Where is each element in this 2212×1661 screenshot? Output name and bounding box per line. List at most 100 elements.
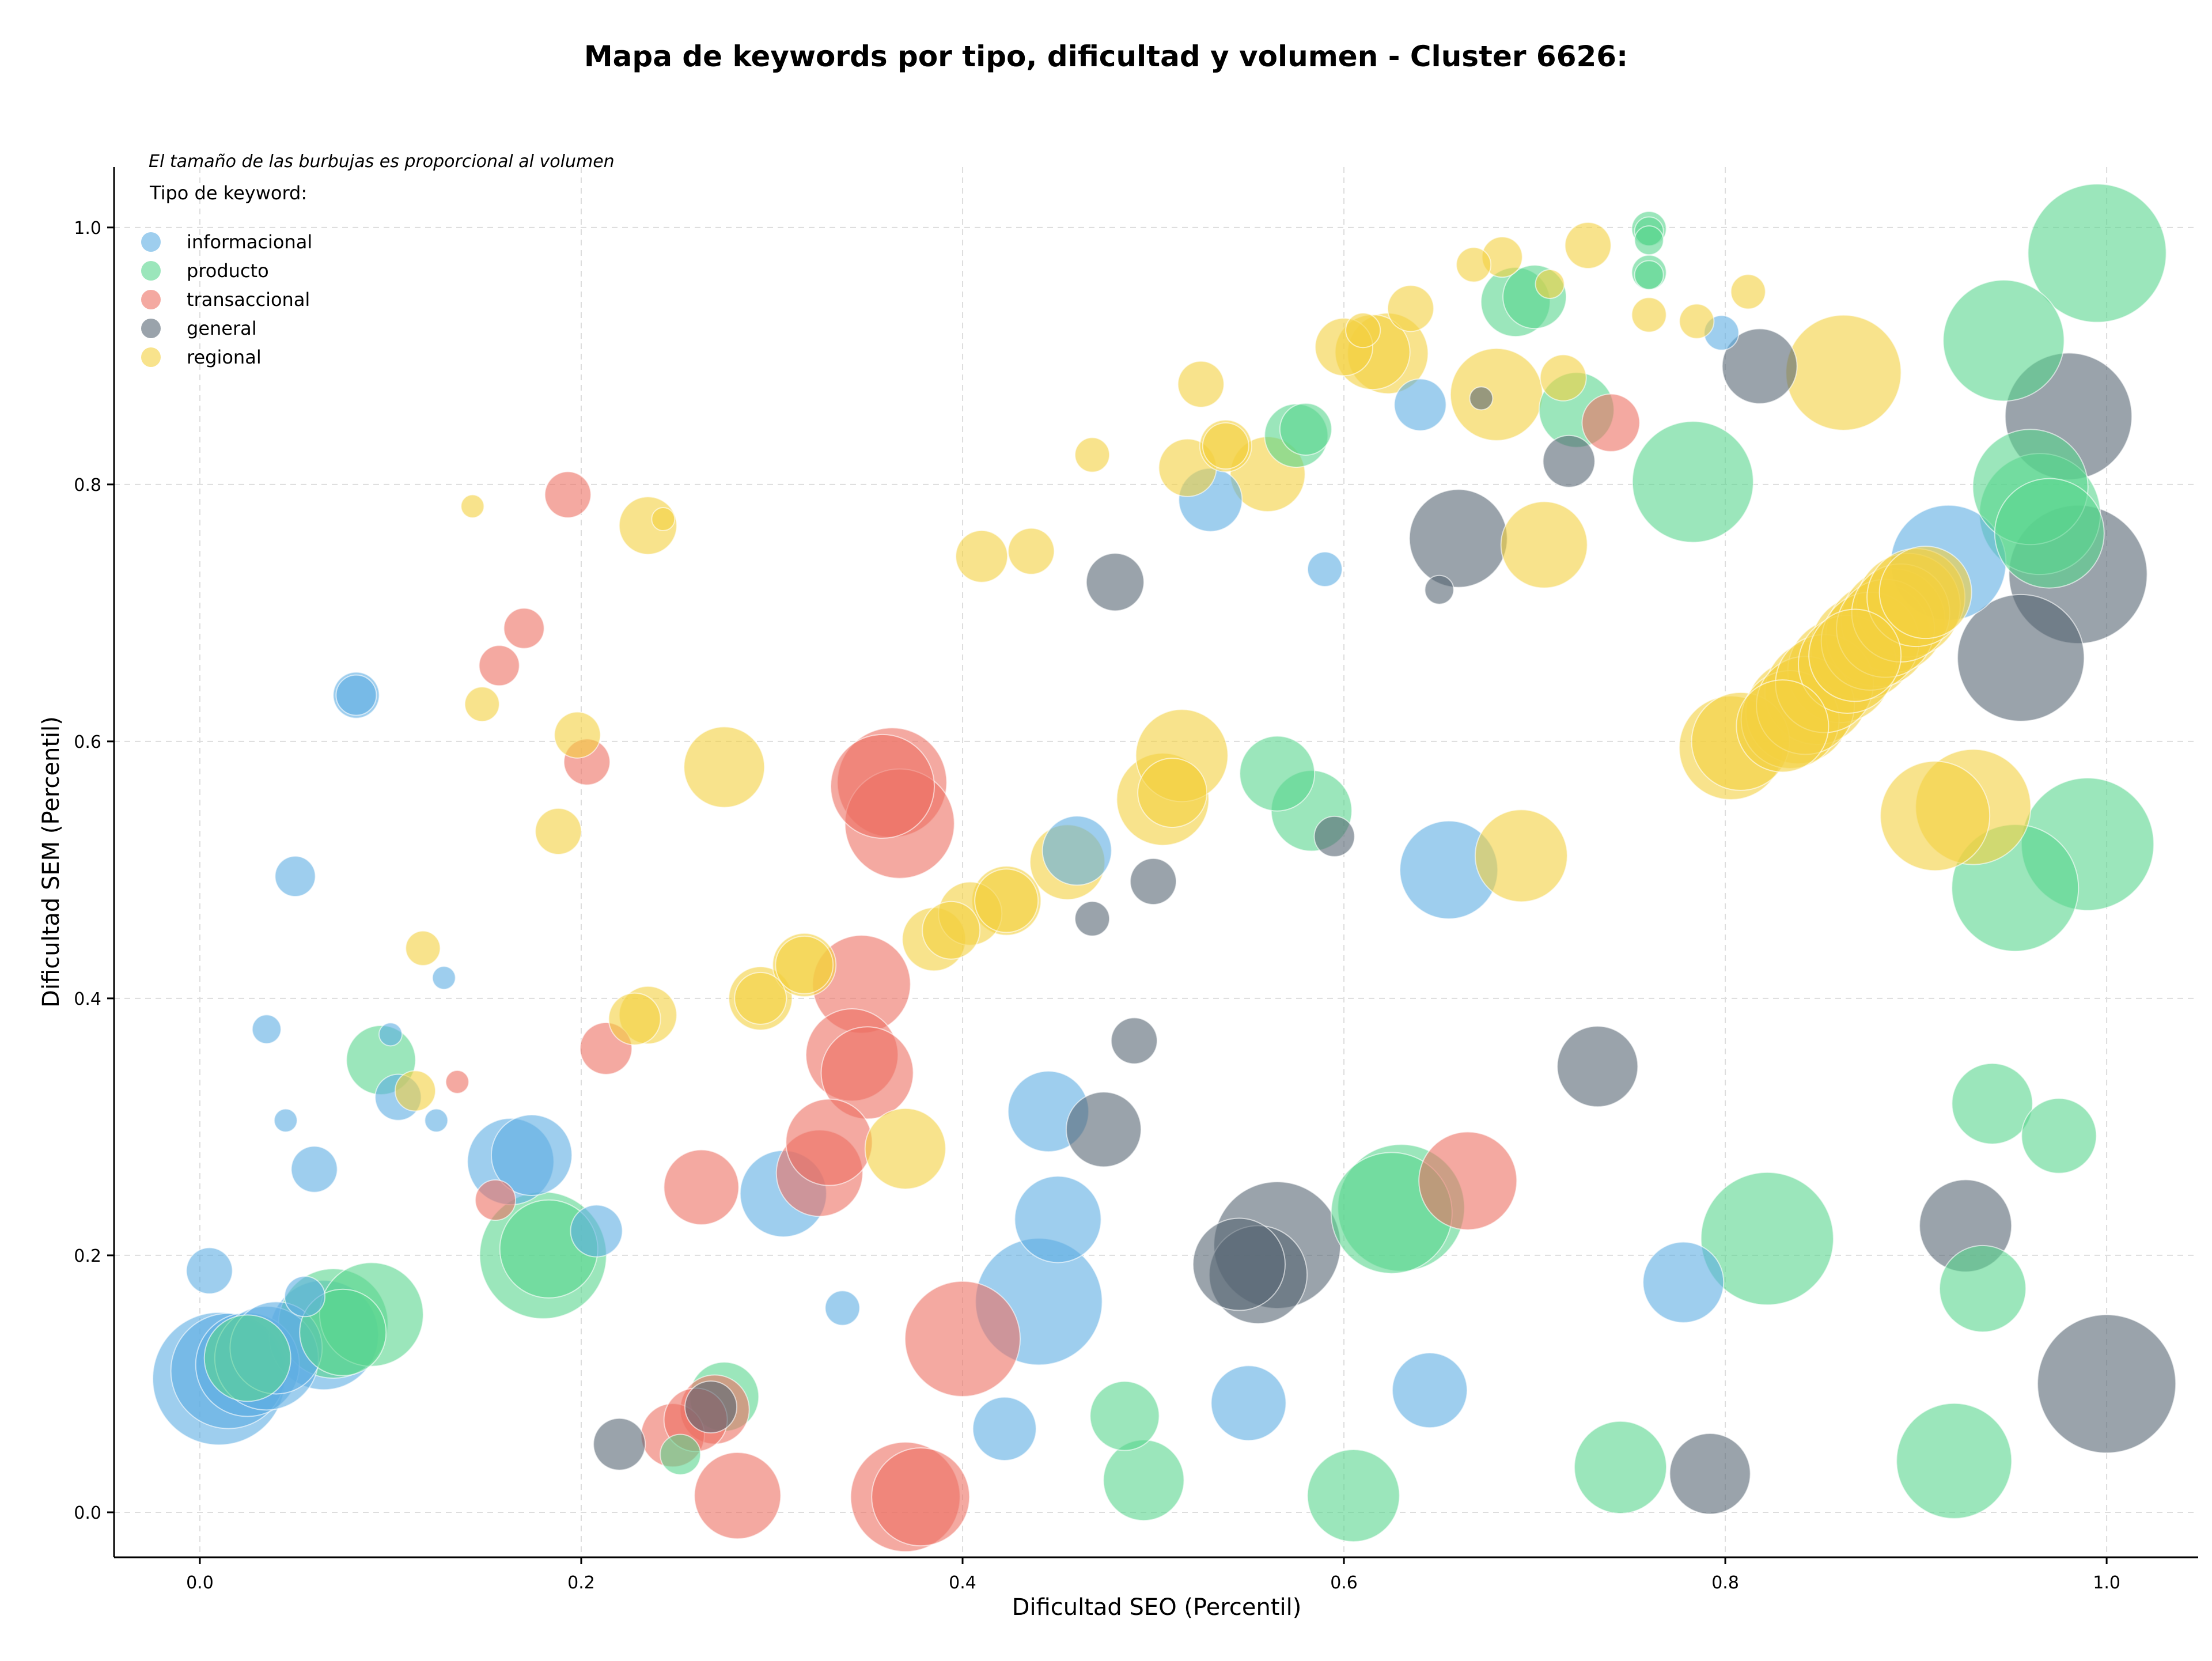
bubble-regional (554, 711, 601, 759)
bubble-producto (1938, 1244, 2027, 1333)
bubble-informacional (972, 1396, 1037, 1461)
bubble-general (1424, 574, 1455, 605)
bubble-regional (1500, 501, 1588, 589)
bubble-producto (1896, 1402, 2013, 1519)
bubble-general (1669, 1433, 1751, 1515)
x-tick-label: 0.0 (186, 1573, 214, 1593)
bubble-transaccional (820, 1026, 914, 1120)
bubble-informacional (335, 674, 377, 716)
y-tick-label: 0.2 (74, 1246, 101, 1266)
bubble-general (593, 1417, 646, 1471)
bubble-informacional (185, 1247, 233, 1295)
bubble-producto (1634, 260, 1664, 290)
bubble-regional (395, 1070, 437, 1112)
bubble-informacional (378, 1022, 403, 1047)
bubble-transaccional (694, 1451, 782, 1539)
bubble-informacional (424, 1108, 449, 1133)
bubble-transaccional (478, 645, 520, 687)
bubble-transaccional (503, 607, 545, 649)
bubble-regional (1679, 303, 1715, 339)
x-tick-label: 0.6 (1330, 1573, 1358, 1593)
bubble-regional (1387, 285, 1434, 332)
bubble-informacional (431, 966, 456, 990)
bubble-general (1313, 815, 1355, 857)
bubble-producto (1279, 402, 1332, 456)
bubble-regional (1137, 758, 1208, 828)
bubble-producto (2021, 1098, 2097, 1174)
bubble-transaccional (475, 1179, 517, 1221)
bubble-regional (683, 726, 766, 808)
bubble-regional (535, 807, 582, 855)
x-tick-label: 1.0 (2093, 1573, 2120, 1593)
bubble-informacional (284, 1276, 326, 1318)
bubble-regional (1730, 274, 1766, 310)
bubble-informacional (1041, 815, 1112, 886)
legend-label-transaccional: transaccional (187, 289, 310, 311)
bubble-informacional (1392, 1352, 1468, 1429)
bubble-regional (608, 992, 661, 1046)
y-tick-label: 0.4 (74, 989, 101, 1009)
bubble-general (1065, 1091, 1142, 1168)
bubble-regional (974, 868, 1039, 933)
bubble-producto (1103, 1439, 1185, 1522)
bubble-transaccional (904, 1280, 1021, 1397)
bubble-transaccional (544, 471, 592, 519)
axes: 0.0 0.2 0.4 0.6 0.8 1.0 0.0 0.2 0.4 0.6 0.8 1.0 (74, 167, 2198, 1593)
bubble-general (684, 1380, 738, 1434)
bubble-general (1110, 1017, 1158, 1065)
bubble-transaccional (871, 1447, 971, 1547)
legend-title: Tipo de keyword: (149, 182, 307, 204)
y-axis-label: Dificultad SEM (Percentil) (38, 716, 65, 1008)
bubble-regional (1449, 347, 1543, 441)
bubble-informacional (490, 1114, 573, 1196)
volume-note: El tamaño de las burbujas es proporciona… (149, 152, 615, 172)
bubble-producto (1700, 1171, 1834, 1306)
bubble-regional (1564, 222, 1612, 270)
bubble-regional (864, 1107, 946, 1190)
bubble-transaccional (785, 1098, 873, 1186)
bubble-informacional (1642, 1241, 1725, 1323)
bubble-regional (1202, 422, 1249, 470)
bubble-general (1556, 1026, 1639, 1108)
bubble-regional (464, 686, 500, 722)
legend-marker-general (141, 319, 161, 338)
y-tick-label: 0.6 (74, 732, 101, 752)
bubble-producto (1631, 421, 1754, 543)
chart-title: Mapa de keywords por tipo, dificultad y … (584, 40, 1628, 73)
bubble-regional (1880, 760, 1991, 872)
y-tick-label: 0.0 (74, 1503, 101, 1523)
bubble-regional (1535, 268, 1565, 299)
bubble-informacional (1014, 1175, 1102, 1263)
y-tick-label: 1.0 (74, 218, 101, 239)
legend: informacional producto transaccional genera… (141, 231, 312, 368)
bubble-producto (1306, 1448, 1400, 1542)
bubble-regional (1456, 247, 1492, 283)
y-tick-label: 0.8 (74, 475, 101, 495)
bubble-general (1192, 1217, 1286, 1311)
bubble-general (1130, 857, 1177, 905)
bubble-regional (1539, 354, 1587, 402)
bubble-informacional (251, 1014, 282, 1045)
bubble-regional (775, 935, 834, 994)
bubble-producto (1634, 225, 1664, 256)
bubble-regional (1474, 809, 1568, 903)
bubble-regional (1177, 360, 1225, 408)
bubble-regional (1736, 679, 1830, 773)
x-tick-label: 0.2 (567, 1573, 595, 1593)
x-tick-label: 0.4 (949, 1573, 976, 1593)
bubble-regional (1631, 297, 1667, 333)
legend-marker-transaccional (141, 290, 161, 309)
bubble-general (1085, 553, 1145, 612)
legend-label-producto: producto (187, 260, 269, 282)
bubble-regional (955, 529, 1009, 583)
bubble-regional (1345, 312, 1381, 349)
bubble-general (1957, 593, 2085, 722)
bubble-general (1469, 386, 1494, 411)
bubble-informacional (1393, 378, 1447, 432)
bubble-regional (1785, 314, 1902, 431)
bubble-regional (1074, 437, 1111, 473)
x-axis-label: Dificultad SEO (Percentil) (1012, 1594, 1302, 1621)
bubble-producto (1574, 1420, 1668, 1514)
bubble-regional (405, 930, 441, 966)
